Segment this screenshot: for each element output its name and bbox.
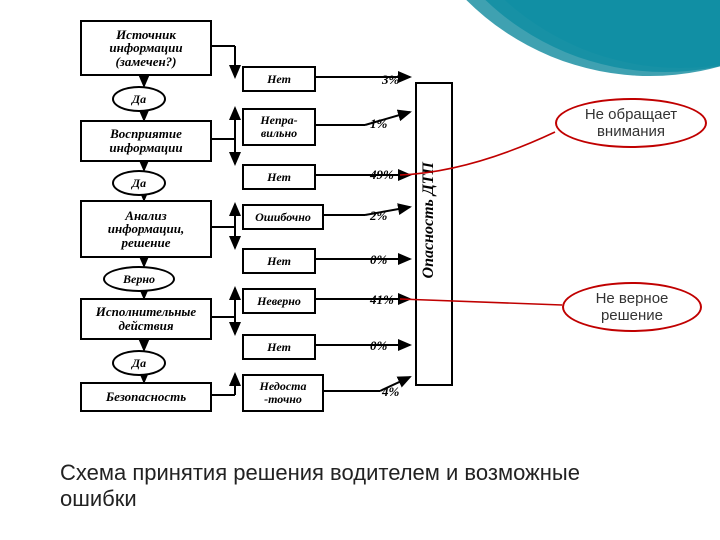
side-insufficient: Недоста-точно: [242, 374, 324, 412]
side-no-3: Нет: [242, 248, 316, 274]
pct-4: 4%: [382, 384, 399, 400]
side-label: Нет: [267, 255, 291, 268]
ellipse-label: Да: [132, 176, 146, 191]
pct-0b: 0%: [370, 338, 387, 354]
side-incorrect: Неверно: [242, 288, 316, 314]
node-safety: Безопасность: [80, 382, 212, 412]
annotation-attention: Не обращаетвнимания: [555, 98, 707, 148]
decision-yes-2: Да: [112, 170, 166, 196]
annotation-wrong-decision: Не верноерешение: [562, 282, 702, 332]
flowchart: Источникинформации(замечен?) Восприятиеи…: [70, 12, 470, 432]
side-mistaken: Ошибочно: [242, 204, 324, 230]
ellipse-label: Верно: [123, 272, 155, 287]
node-actions: Исполнительныедействия: [80, 298, 212, 340]
side-no-2: Нет: [242, 164, 316, 190]
pct-0a: 0%: [370, 252, 387, 268]
decision-correct: Верно: [103, 266, 175, 292]
pct-49: 49%: [370, 167, 394, 183]
node-label: Безопасность: [106, 390, 186, 404]
side-no-1: Нет: [242, 66, 316, 92]
pct-1: 1%: [370, 116, 387, 132]
side-label: Нет: [267, 171, 291, 184]
side-label: Недоста-точно: [260, 380, 307, 405]
node-source: Источникинформации(замечен?): [80, 20, 212, 76]
annotation-text: Не обращаетвнимания: [585, 106, 677, 141]
decision-yes-3: Да: [112, 350, 166, 376]
ellipse-label: Да: [132, 356, 146, 371]
danger-label: Опасность ДТП: [420, 162, 438, 278]
slide: { "slide": { "width": 720, "height": 540…: [0, 0, 720, 540]
node-analysis: Анализинформации,решение: [80, 200, 212, 258]
side-label: Ошибочно: [255, 211, 311, 224]
side-label: Неверно: [257, 295, 301, 308]
node-label: Анализинформации,решение: [108, 209, 184, 250]
annotation-text: Не верноерешение: [596, 290, 669, 325]
node-label: Источникинформации(замечен?): [109, 28, 182, 69]
node-label: Восприятиеинформации: [109, 127, 182, 154]
side-label: Непра-вильно: [260, 114, 297, 139]
slide-caption: Схема принятия решения водителем и возмо…: [60, 460, 660, 512]
side-no-4: Нет: [242, 334, 316, 360]
ellipse-label: Да: [132, 92, 146, 107]
pct-3: 3%: [382, 72, 399, 88]
pct-2: 2%: [370, 208, 387, 224]
side-label: Нет: [267, 73, 291, 86]
pct-41: 41%: [370, 292, 394, 308]
side-wrongly-1: Непра-вильно: [242, 108, 316, 146]
node-label: Исполнительныедействия: [96, 305, 196, 332]
side-label: Нет: [267, 341, 291, 354]
decision-yes-1: Да: [112, 86, 166, 112]
node-perception: Восприятиеинформации: [80, 120, 212, 162]
